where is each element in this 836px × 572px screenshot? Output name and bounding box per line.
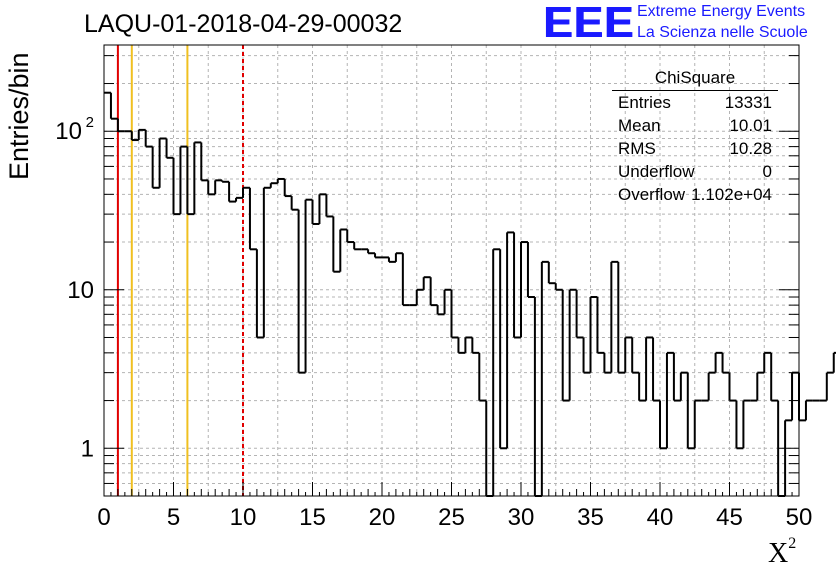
- stats-box: ChiSquare Entries 13331 Mean 10.01 RMS 10.2…: [612, 68, 778, 206]
- x-tick-label: 15: [299, 504, 326, 531]
- x-tick-label: 10: [230, 504, 257, 531]
- stats-value: 10.01: [729, 116, 772, 135]
- histogram-series: [104, 91, 836, 497]
- grid: [104, 45, 799, 496]
- plot-frame: [103, 44, 800, 497]
- chart-title: LAQU-01-2018-04-29-00032: [84, 10, 403, 38]
- reference-lines: [116, 45, 244, 496]
- x-tick-label: 35: [577, 504, 604, 531]
- x-tick-label: 0: [97, 504, 110, 531]
- x-tick-label: 30: [508, 504, 535, 531]
- x-axis-label-text: X: [768, 538, 789, 569]
- stats-row: Entries 13331: [612, 91, 778, 114]
- stats-row: Mean 10.01: [612, 114, 778, 137]
- x-tick-label: 20: [369, 504, 396, 531]
- stats-value: 1.102e+04: [691, 185, 772, 204]
- stats-label: Mean: [618, 116, 661, 135]
- x-axis-label: X2: [768, 534, 797, 570]
- stats-value: 13331: [724, 93, 772, 112]
- x-tick-label: 45: [716, 504, 743, 531]
- x-tick-label: 50: [786, 504, 813, 531]
- logo-subtitle-line2: La Scienza nelle Scuole: [637, 24, 808, 41]
- stats-row: Overflow 1.102e+04: [612, 183, 778, 206]
- y-axis-label: Entries/bin: [4, 52, 34, 180]
- y-tick-label-exponent: 2: [86, 114, 94, 131]
- eee-logo: EEE: [543, 0, 635, 47]
- x-tick-label: 40: [647, 504, 674, 531]
- stats-value: 10.28: [729, 139, 772, 158]
- logo-subtitle-line1: Extreme Energy Events: [637, 3, 806, 20]
- x-tick-label: 5: [167, 504, 180, 531]
- stats-label: Underflow: [618, 162, 695, 181]
- stats-value: 0: [762, 162, 772, 181]
- stats-row: Underflow 0: [612, 160, 778, 183]
- y-tick-label: 10: [67, 277, 94, 304]
- stats-label: Overflow: [618, 185, 686, 204]
- y-tick-label: 1: [81, 435, 94, 462]
- stats-row: RMS 10.28: [612, 137, 778, 160]
- x-tick-label: 25: [438, 504, 465, 531]
- stats-label: RMS: [618, 139, 656, 158]
- y-tick-label: 10: [55, 118, 82, 145]
- stats-title: ChiSquare: [612, 68, 778, 91]
- x-axis-label-superscript: 2: [788, 534, 797, 552]
- stats-label: Entries: [618, 93, 671, 112]
